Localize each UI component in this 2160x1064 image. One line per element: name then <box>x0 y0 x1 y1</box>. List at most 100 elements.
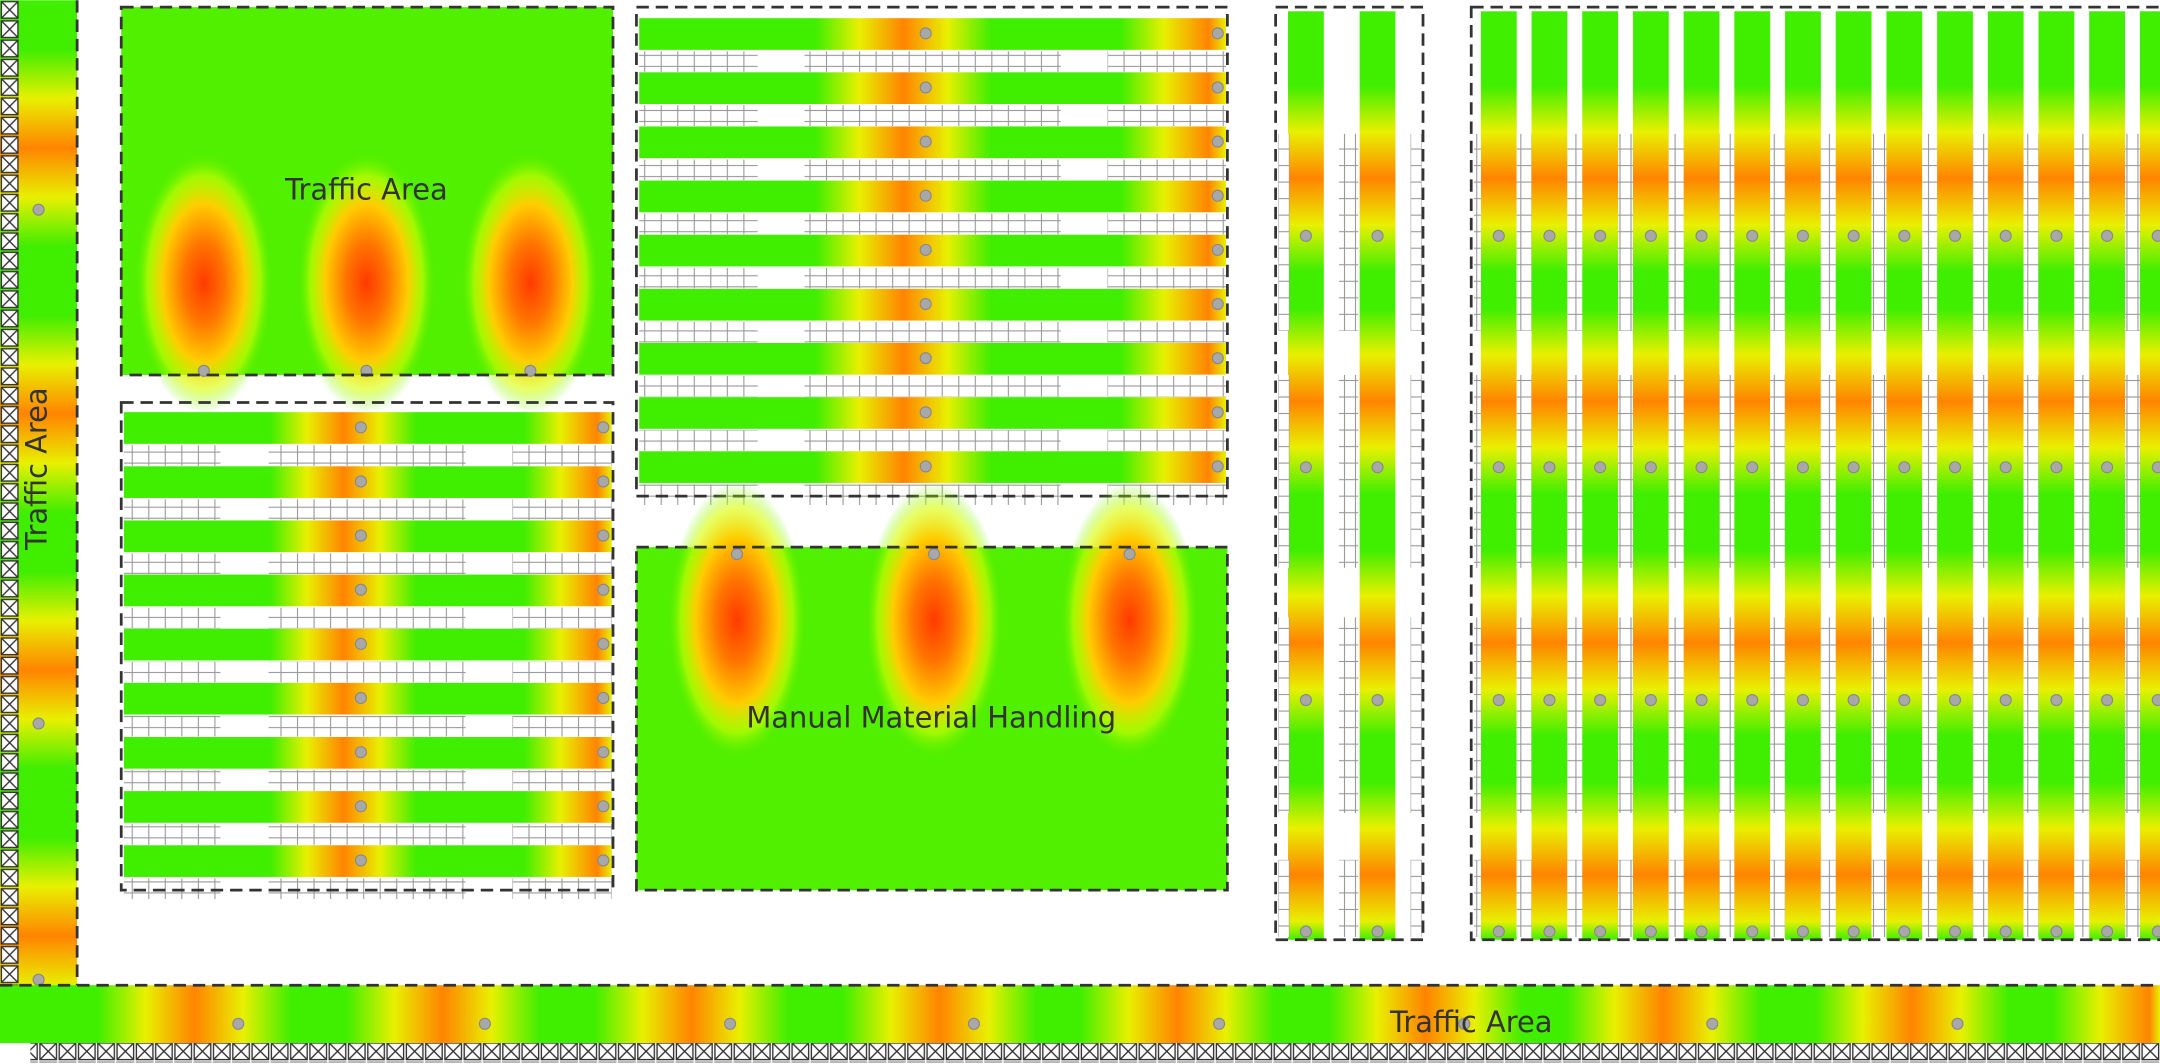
rack-cells <box>1410 133 1422 331</box>
rack-cells <box>804 105 1061 127</box>
rack-cells <box>804 213 1061 235</box>
rack-cells <box>123 499 221 521</box>
rack-cells <box>2074 374 2090 568</box>
light-fixture <box>1492 461 1505 474</box>
light-fixture <box>1458 1017 1471 1030</box>
heat-strip <box>1582 11 1619 940</box>
hotspot <box>668 482 806 758</box>
light-fixture <box>1847 461 1860 474</box>
rack-cells <box>639 213 758 235</box>
light-fixture <box>354 746 367 759</box>
light-fixture <box>1999 229 2012 242</box>
rack-cells <box>1473 859 1481 937</box>
light-fixture <box>1211 406 1224 419</box>
light-fixture <box>1948 461 1962 474</box>
light-fixture <box>919 352 932 365</box>
rack-cells <box>1567 133 1583 331</box>
rack-cells <box>1278 374 1290 568</box>
rack-cells <box>1338 374 1359 568</box>
light-fixture <box>1492 694 1505 707</box>
light-fixture <box>32 203 45 216</box>
light-fixture <box>2050 461 2063 474</box>
heat-strip <box>1359 11 1396 940</box>
rack-cells <box>1871 374 1887 568</box>
light-fixture <box>1695 229 1708 242</box>
rack-cells <box>1922 617 1938 814</box>
heat-strip <box>2139 11 2160 940</box>
light-fixture <box>1948 229 1962 242</box>
light-fixture <box>1594 461 1607 474</box>
light-fixture <box>1695 925 1708 938</box>
rack-cells <box>2074 617 2090 814</box>
light-fixture <box>1796 229 1810 242</box>
rack-cells <box>2125 374 2141 568</box>
rack-cells <box>1278 133 1290 331</box>
rack-cells <box>1770 133 1786 331</box>
rack-cells <box>804 51 1061 72</box>
light-fixture <box>1999 925 2012 938</box>
light-fixture <box>1746 229 1759 242</box>
light-fixture <box>597 583 610 596</box>
light-fixture <box>1211 243 1224 256</box>
xbox-column <box>0 0 20 1027</box>
heat-strip <box>1683 11 1720 940</box>
rack-cells <box>1107 159 1227 181</box>
rack-cells <box>268 553 466 575</box>
light-fixture <box>1999 694 2012 707</box>
light-fixture <box>919 135 932 148</box>
light-fixture <box>354 637 367 650</box>
light-fixture <box>354 854 367 867</box>
light-fixture <box>354 800 367 813</box>
heat-strip <box>123 412 612 444</box>
rack-cells <box>804 159 1061 181</box>
rack-cells <box>1972 133 1989 331</box>
rack-cells <box>268 715 466 737</box>
rack-cells <box>1668 133 1684 331</box>
light-fixture <box>1211 81 1224 94</box>
light-fixture <box>1746 461 1759 474</box>
rack-cells <box>123 553 221 575</box>
light-fixture <box>1847 229 1860 242</box>
rack-cells <box>2125 133 2141 331</box>
rack-cells <box>1618 133 1634 331</box>
light-fixture <box>2050 694 2063 707</box>
xbox-row <box>30 1043 2160 1063</box>
light-fixture <box>1299 694 1312 707</box>
light-fixture <box>1948 925 1962 938</box>
heat-strip <box>123 791 612 823</box>
rack-cells <box>1473 374 1481 568</box>
rack-cells <box>1719 617 1735 814</box>
rack-cells <box>2074 133 2090 331</box>
light-fixture <box>2151 694 2160 707</box>
zone-border <box>1469 5 2160 942</box>
rack-cells <box>123 445 221 466</box>
rack-cells <box>1567 617 1583 814</box>
heat-strip <box>1785 11 1821 940</box>
light-fixture <box>1543 694 1556 707</box>
zone-label: Traffic Area <box>284 173 448 207</box>
rack-cells <box>2023 133 2039 331</box>
rack-cells <box>2125 859 2141 937</box>
heat-strip <box>123 736 612 769</box>
rack-cells <box>123 607 221 629</box>
rack-cells <box>639 267 758 289</box>
rack-cells <box>1516 617 1532 814</box>
zone-label: Traffic Area <box>1389 1005 1553 1039</box>
rack-cells <box>123 715 221 737</box>
rack-cells <box>1972 859 1989 937</box>
light-fixture <box>354 421 367 434</box>
rack-cells <box>512 445 612 466</box>
light-fixture <box>1746 694 1759 707</box>
heat-strip <box>123 628 612 661</box>
rack-cells <box>1719 133 1735 331</box>
light-fixture <box>354 475 367 488</box>
zone-label: Manual Material Handling <box>746 700 1116 734</box>
heat-strip <box>1937 11 1973 940</box>
rack-cells <box>123 661 221 683</box>
heat-strip <box>123 574 612 607</box>
rack-cells <box>639 376 758 397</box>
rack-cells <box>1107 430 1227 451</box>
light-fixture <box>1299 229 1312 242</box>
light-fixture <box>1371 229 1384 242</box>
heat-strip <box>639 72 1227 104</box>
